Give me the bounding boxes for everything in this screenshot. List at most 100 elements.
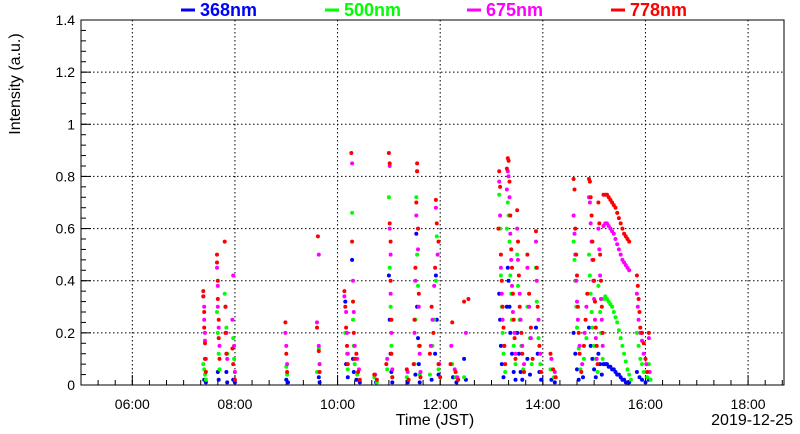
data-point-675nm xyxy=(598,273,603,278)
data-point-500nm xyxy=(387,265,392,270)
data-point-500nm xyxy=(534,299,539,304)
data-point-778nm xyxy=(387,161,392,166)
data-point-500nm xyxy=(516,283,520,288)
data-point-368nm xyxy=(640,377,644,382)
data-point-675nm xyxy=(506,174,511,179)
data-point-675nm xyxy=(515,226,520,231)
data-point-778nm xyxy=(372,372,377,377)
data-point-778nm xyxy=(581,343,586,348)
data-point-500nm xyxy=(589,310,594,314)
data-point-778nm xyxy=(217,356,222,361)
data-point-368nm xyxy=(581,375,585,380)
data-point-778nm xyxy=(390,375,395,380)
data-point-500nm xyxy=(645,375,650,380)
data-point-778nm xyxy=(389,317,394,322)
data-point-778nm xyxy=(615,210,620,215)
data-point-500nm xyxy=(615,320,620,325)
data-point-778nm xyxy=(592,278,597,283)
data-point-500nm xyxy=(503,370,508,374)
legend-entry-500nm: 500nm xyxy=(325,0,401,20)
data-point-500nm xyxy=(628,377,633,382)
data-point-778nm xyxy=(539,370,544,374)
data-point-778nm xyxy=(453,370,458,374)
data-point-675nm xyxy=(574,278,579,283)
data-point-778nm xyxy=(618,221,623,226)
legend-label: 500nm xyxy=(344,0,401,20)
data-point-778nm xyxy=(573,226,578,231)
data-point-675nm xyxy=(413,278,418,283)
data-point-675nm xyxy=(414,213,419,218)
data-point-500nm xyxy=(507,239,512,244)
data-point-500nm xyxy=(434,234,439,239)
data-point-778nm xyxy=(636,297,641,301)
data-point-675nm xyxy=(577,343,582,348)
data-point-500nm xyxy=(640,362,644,367)
data-point-778nm xyxy=(513,356,518,361)
data-point-500nm xyxy=(515,252,520,257)
data-point-778nm xyxy=(222,239,227,244)
data-point-500nm xyxy=(511,343,516,348)
data-point-500nm xyxy=(215,330,220,335)
data-point-675nm xyxy=(593,317,597,322)
data-point-500nm xyxy=(215,310,219,314)
data-point-675nm xyxy=(572,231,577,236)
data-point-675nm xyxy=(225,356,230,361)
data-point-675nm xyxy=(499,291,504,296)
data-point-675nm xyxy=(580,362,585,367)
data-point-778nm xyxy=(583,317,588,322)
data-point-778nm xyxy=(342,289,347,294)
data-point-778nm xyxy=(215,297,220,301)
data-point-368nm xyxy=(433,351,438,356)
data-point-778nm xyxy=(202,310,207,314)
data-point-778nm xyxy=(522,370,526,374)
data-point-778nm xyxy=(414,200,419,205)
data-point-778nm xyxy=(215,252,219,257)
data-point-500nm xyxy=(231,336,236,341)
data-point-500nm xyxy=(500,330,505,335)
data-point-368nm xyxy=(343,299,348,304)
data-point-778nm xyxy=(591,257,596,262)
data-point-675nm xyxy=(284,343,289,348)
date-label: 2019-12-25 xyxy=(711,412,793,429)
data-point-675nm xyxy=(232,370,237,374)
data-point-500nm xyxy=(600,356,605,361)
data-point-500nm xyxy=(587,273,592,278)
data-point-778nm xyxy=(620,226,625,231)
legend-entry-778nm: 778nm xyxy=(611,0,687,20)
data-point-368nm xyxy=(552,380,557,385)
data-point-778nm xyxy=(448,362,453,367)
data-point-778nm xyxy=(498,252,503,257)
data-point-675nm xyxy=(344,310,349,314)
data-point-778nm xyxy=(496,226,501,231)
data-point-778nm xyxy=(215,278,220,283)
data-point-500nm xyxy=(415,252,420,257)
data-point-778nm xyxy=(345,362,350,367)
data-point-675nm xyxy=(230,317,235,322)
data-point-778nm xyxy=(429,304,434,309)
data-point-368nm xyxy=(501,375,506,380)
data-point-500nm xyxy=(538,362,543,367)
data-point-500nm xyxy=(389,343,394,348)
data-point-368nm xyxy=(596,351,601,356)
data-point-500nm xyxy=(433,278,438,283)
data-point-778nm xyxy=(640,330,644,335)
data-point-675nm xyxy=(599,297,603,301)
data-point-778nm xyxy=(571,177,576,181)
data-point-778nm xyxy=(415,161,420,166)
data-point-675nm xyxy=(500,317,505,322)
data-point-368nm xyxy=(506,278,511,283)
data-point-778nm xyxy=(427,351,432,356)
data-point-675nm xyxy=(587,200,592,205)
data-point-368nm xyxy=(510,351,514,356)
data-point-778nm xyxy=(599,304,604,309)
data-point-675nm xyxy=(449,343,454,348)
data-point-368nm xyxy=(573,351,578,356)
data-point-778nm xyxy=(535,304,540,309)
data-point-500nm xyxy=(596,283,601,288)
data-point-778nm xyxy=(516,239,520,244)
data-point-778nm xyxy=(587,179,592,184)
x-axis-title: Time (JST) xyxy=(396,412,475,429)
data-point-675nm xyxy=(594,356,599,361)
data-point-675nm xyxy=(215,304,220,309)
